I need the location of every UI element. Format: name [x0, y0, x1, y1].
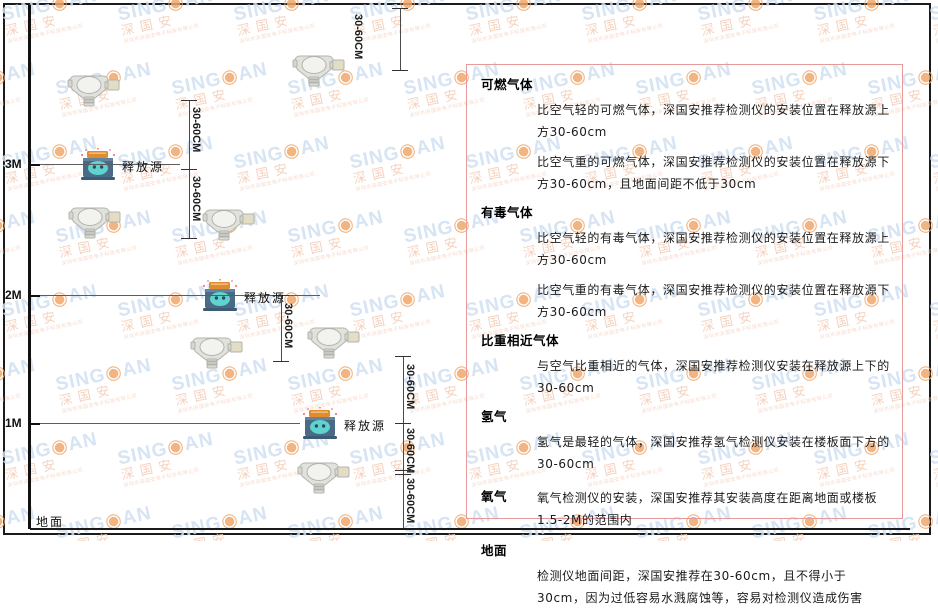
- dimension-cap-upper-3: [181, 238, 197, 239]
- watermark-tiny-text: 深圳市深国安电子科技有限公司: [293, 537, 390, 541]
- dimension-label-top: 30-60CM: [352, 14, 364, 60]
- dimension-line-top: [400, 8, 401, 70]
- guideline-section: 地面检测仪地面间距，深国安推荐在30-60cm，且不得小于30cm，因为过低容易…: [481, 541, 890, 609]
- dimension-label-lower-1: 30-60CM: [404, 364, 416, 410]
- guideline-section: 比重相近气体与空气比重相近的气体，深国安推荐检测仪安装在释放源上下的30-60c…: [481, 331, 890, 399]
- dimension-label-lower-2: 30-60CM: [404, 428, 416, 474]
- watermark-chinese: 深国安: [931, 160, 938, 188]
- vertical-axis: [28, 5, 31, 529]
- section-heading: 地面: [481, 543, 508, 558]
- dimension-line-middle: [281, 295, 282, 361]
- axis-label-2m: 2M: [5, 288, 22, 302]
- watermark-chinese: 深国安: [931, 12, 938, 40]
- gas-detector-icon-2: [290, 48, 348, 97]
- dimension-cap-upper-2: [181, 169, 197, 170]
- gas-detector-icon-7: [295, 455, 353, 504]
- watermark-chinese: 深国安: [931, 456, 938, 484]
- release-source-icon-2m: [200, 278, 240, 318]
- dimension-label-middle: 30-60CM: [282, 303, 294, 349]
- section-paragraph: 氧气检测仪的安装，深国安推荐其安装高度在距离地面或楼板1.5-2M的范围内: [537, 491, 878, 527]
- dimension-cap-lower-1: [395, 356, 411, 357]
- guide-line-2m: [30, 295, 320, 296]
- section-heading: 比重相近气体: [481, 333, 560, 348]
- dimension-label-upper-2: 30-60CM: [190, 176, 202, 222]
- gas-detector-icon-1: [65, 68, 123, 117]
- axis-tick-3m: [28, 164, 40, 166]
- section-heading: 可燃气体: [481, 77, 534, 92]
- watermark-chinese: 深国安: [931, 308, 938, 336]
- dimension-cap-lower-2: [395, 423, 411, 424]
- ground-line: [30, 528, 910, 530]
- dimension-cap-lower-3: [395, 470, 411, 471]
- section-heading: 氢气: [481, 409, 508, 424]
- release-source-icon-1m: [300, 406, 340, 446]
- section-heading: 氧气: [481, 489, 508, 504]
- section-paragraph: 检测仪地面间距，深国安推荐在30-60cm，且不得小于30cm，因为过低容易水溅…: [537, 569, 863, 605]
- watermark-tiny-text: 深圳市深国安电子科技有限公司: [177, 537, 274, 541]
- axis-tick-1m: [28, 423, 40, 425]
- axis-label-3m: 3M: [5, 157, 22, 171]
- section-paragraph: 比空气重的有毒气体，深国安推荐检测仪的安装位置在释放源下方30-60cm: [537, 283, 890, 319]
- dimension-line-lower: [403, 356, 404, 528]
- drawing-frame: [3, 3, 931, 535]
- guideline-section: 可燃气体 比空气轻的可燃气体，深国安推荐检测仪的安装位置在释放源上方30-60cm…: [481, 75, 890, 195]
- guideline-section: 氧气 氧气检测仪的安装，深国安推荐其安装高度在距离地面或楼板1.5-2M的范围内: [481, 483, 890, 539]
- axis-tick-2m: [28, 295, 40, 297]
- guide-line-3m: [30, 164, 180, 165]
- dimension-cap-upper-1: [181, 100, 197, 101]
- release-source-label-1m: 释放源: [344, 419, 387, 433]
- axis-label-1m: 1M: [5, 416, 22, 430]
- section-heading: 有毒气体: [481, 205, 534, 220]
- release-source-label-2m: 释放源: [244, 291, 287, 305]
- section-paragraph: 氢气是最轻的气体，深国安推荐氢气检测仪安装在楼板面下方的30-60cm: [537, 435, 890, 471]
- dimension-label-upper-1: 30-60CM: [190, 107, 202, 153]
- guide-line-1m: [30, 423, 300, 424]
- dimension-cap-lower-4: [395, 474, 411, 475]
- gas-detector-icon-5: [188, 330, 246, 379]
- section-paragraph: 比空气轻的有毒气体，深国安推荐检测仪的安装位置在释放源上方30-60cm: [537, 231, 890, 267]
- guideline-section: 氢气氢气是最轻的气体，深国安推荐氢气检测仪安装在楼板面下方的30-60cm: [481, 407, 890, 475]
- dimension-cap-middle-2: [273, 361, 289, 362]
- guidelines-panel: 可燃气体 比空气轻的可燃气体，深国安推荐检测仪的安装位置在释放源上方30-60cm…: [466, 64, 903, 605]
- dimension-cap-middle-1: [273, 295, 289, 296]
- section-paragraph: 比空气轻的可燃气体，深国安推荐检测仪的安装位置在释放源上方30-60cm: [537, 103, 890, 139]
- dimension-cap-top-1: [392, 8, 408, 9]
- release-source-label-3m: 释放源: [122, 160, 165, 174]
- section-paragraph: 比空气重的可燃气体，深国安推荐检测仪的安装位置在释放源下方30-60cm，且地面…: [537, 155, 890, 191]
- watermark-tiny-text: 深圳市深国安电子科技有限公司: [61, 537, 158, 541]
- dimension-label-lower-3: 30-60CM: [404, 478, 416, 524]
- watermark-tiny-text: 深圳市深国安电子科技有限公司: [0, 537, 42, 541]
- release-source-icon-3m: [78, 147, 118, 187]
- section-paragraph: 与空气比重相近的气体，深国安推荐检测仪安装在释放源上下的30-60cm: [537, 359, 890, 395]
- dimension-cap-top-2: [392, 70, 408, 71]
- gas-detector-icon-3: [66, 200, 124, 249]
- guideline-section: 有毒气体 比空气轻的有毒气体，深国安推荐检测仪的安装位置在释放源上方30-60cm…: [481, 203, 890, 323]
- gas-detector-icon-4: [200, 202, 258, 251]
- gas-detector-icon-6: [305, 320, 363, 369]
- ground-label: 地面: [36, 515, 65, 529]
